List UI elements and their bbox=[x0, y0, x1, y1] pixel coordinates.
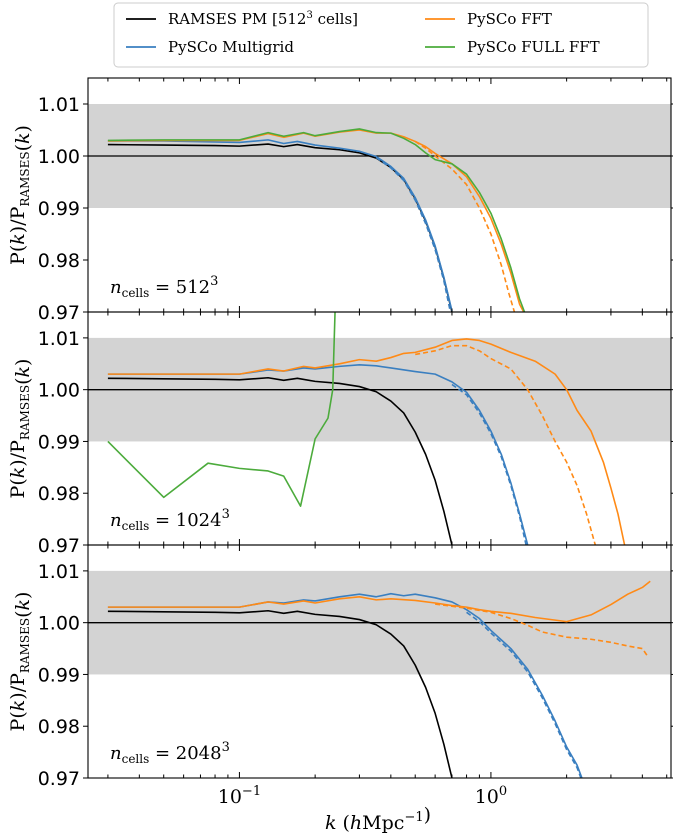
series-line bbox=[107, 609, 453, 778]
legend-label: PySCo Multigrid bbox=[168, 38, 294, 56]
y-tick-label: 1.00 bbox=[38, 380, 80, 402]
panel-annotation: ncells = 5123 bbox=[110, 274, 218, 300]
y-tick-label: 0.98 bbox=[38, 716, 80, 738]
y-axis-label: P(k)/PRAMSES(k) bbox=[7, 592, 34, 732]
y-tick-label: 0.97 bbox=[38, 302, 80, 324]
y-axis-label: P(k)/PRAMSES(k) bbox=[7, 359, 34, 499]
x-tick-label: 100 bbox=[475, 784, 507, 808]
y-tick-label: 0.97 bbox=[38, 535, 80, 557]
series-line bbox=[435, 603, 649, 657]
legend: RAMSES PM [5123 cells] PySCo Multigrid PyS… bbox=[113, 2, 649, 68]
series-line bbox=[107, 580, 651, 623]
series-group bbox=[107, 128, 526, 312]
series-line bbox=[107, 376, 453, 545]
legend-frame bbox=[113, 2, 649, 68]
panel-annotation: ncells = 20483 bbox=[110, 740, 230, 766]
series-line bbox=[107, 338, 626, 545]
x-axis-label: k (hMpc−1) bbox=[325, 804, 431, 834]
y-tick-label: 0.98 bbox=[38, 483, 80, 505]
y-tick-label: 0.97 bbox=[38, 768, 80, 790]
y-tick-label: 0.99 bbox=[38, 431, 80, 453]
series-group bbox=[107, 312, 626, 545]
panel-2: 0.97 0.98 0.99 1.00 1.01 ncells = 10243 P(k)/P… bbox=[7, 311, 673, 557]
axes-frame bbox=[87, 544, 672, 779]
series-line bbox=[107, 139, 453, 312]
panel-annotation: ncells = 10243 bbox=[110, 507, 230, 533]
y-tick-label: 1.01 bbox=[38, 94, 80, 116]
y-tick-label: 0.98 bbox=[38, 250, 80, 272]
series-group bbox=[107, 580, 651, 778]
y-tick-label: 1.01 bbox=[38, 561, 80, 583]
series-line bbox=[375, 156, 452, 312]
series-line bbox=[107, 312, 336, 507]
panel-3: 0.97 0.98 0.99 1.00 1.01 ncells = 20483 P(k)/P… bbox=[7, 544, 673, 790]
legend-label: PySCo FULL FFT bbox=[467, 38, 600, 56]
y-tick-label: 0.99 bbox=[38, 664, 80, 686]
x-tick-label: 10−1 bbox=[218, 784, 261, 808]
series-line bbox=[107, 128, 526, 312]
y-tick-label: 1.01 bbox=[38, 328, 80, 350]
series-line bbox=[451, 383, 527, 545]
legend-label: RAMSES PM [5123 cells] bbox=[168, 10, 358, 28]
y-axis-label: P(k)/PRAMSES(k) bbox=[7, 125, 34, 265]
y-tick-label: 1.00 bbox=[38, 146, 80, 168]
legend-label: PySCo FFT bbox=[467, 10, 552, 28]
panel-1: 0.97 0.98 0.99 1.00 1.01 ncells = 5123 P(k)/PR… bbox=[7, 77, 673, 324]
series-line bbox=[466, 611, 582, 778]
y-tick-label: 0.99 bbox=[38, 198, 80, 220]
series-line bbox=[414, 140, 516, 312]
series-line bbox=[415, 344, 597, 545]
y-tick-label: 1.00 bbox=[38, 613, 80, 635]
